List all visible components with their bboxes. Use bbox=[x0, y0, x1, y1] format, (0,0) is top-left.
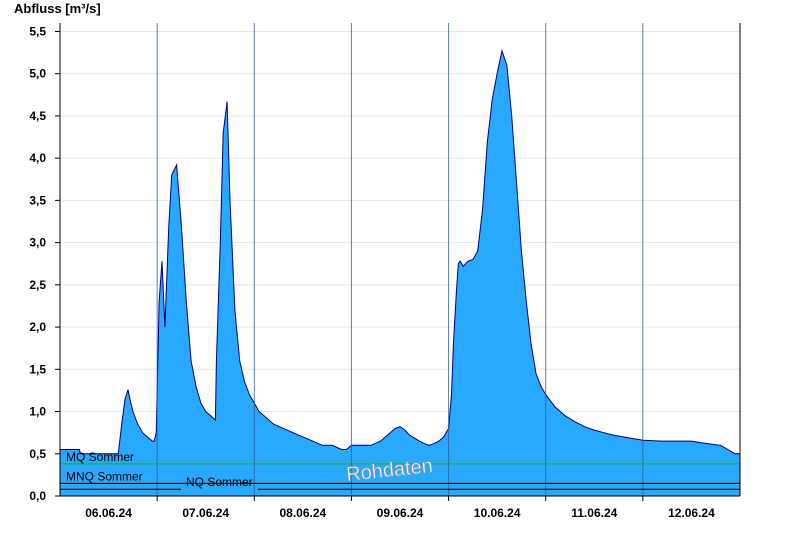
day-dividers bbox=[156, 23, 644, 496]
y-tick-label: 1,0 bbox=[29, 405, 46, 419]
y-tick-label: 4,5 bbox=[29, 109, 46, 123]
x-tick-label: 12.06.24 bbox=[668, 506, 715, 520]
x-tick-label: 10.06.24 bbox=[474, 506, 521, 520]
plot-frame bbox=[59, 23, 741, 497]
y-tick-label: 0,5 bbox=[29, 447, 46, 461]
y-tick-label: 2,0 bbox=[29, 320, 46, 334]
y-tick-label: 4,0 bbox=[29, 151, 46, 165]
x-tick-label: 11.06.24 bbox=[571, 506, 617, 520]
y-axis: 0,0 0,5 1,0 1,5 2,0 2,5 3,0 3,5 4,0 4,5 5,0 5,5 bbox=[29, 24, 60, 503]
x-axis: 06.06.24 07.06.24 08.06.24 09.06.24 10.06.24… bbox=[85, 496, 715, 520]
y-tick-label: 1,5 bbox=[29, 362, 46, 376]
x-tick-label: 08.06.24 bbox=[279, 506, 326, 520]
discharge-line bbox=[60, 49, 740, 455]
y-tick-label: 2,5 bbox=[29, 278, 46, 292]
y-tick-label: 3,5 bbox=[29, 193, 46, 207]
discharge-area bbox=[60, 49, 740, 497]
y-tick-label: 5,5 bbox=[29, 24, 46, 38]
x-tick-label: 06.06.24 bbox=[85, 506, 132, 520]
y-tick-label: 3,0 bbox=[29, 236, 46, 250]
discharge-fill bbox=[60, 50, 740, 497]
y-axis-title: Abfluss [m³/s] bbox=[14, 1, 101, 16]
reference-label: MNQ Sommer bbox=[66, 469, 143, 483]
x-tick-label: 09.06.24 bbox=[377, 506, 424, 520]
y-tick-label: 0,0 bbox=[29, 489, 46, 503]
x-tick-label: 07.06.24 bbox=[182, 506, 229, 520]
reference-lines: MQ Sommer MNQ Sommer NQ Sommer bbox=[60, 450, 740, 490]
reference-label: NQ Sommer bbox=[186, 475, 253, 489]
reference-label: MQ Sommer bbox=[66, 450, 134, 464]
y-tick-label: 5,0 bbox=[29, 67, 46, 81]
watermark: Rohdaten bbox=[345, 455, 434, 486]
